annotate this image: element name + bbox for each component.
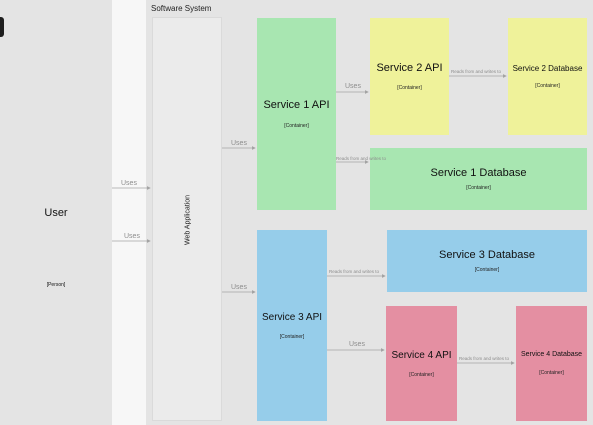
edge-label-s3-s4: Uses [349,341,365,348]
edge-label-s3-s3db: Reads from and writes to [329,269,380,274]
service1-api-sub: [Container] [284,122,309,129]
service2-api-container[interactable]: Service 2 API [Container] [370,18,449,135]
service4-api-title: Service 4 API [391,349,452,361]
service4-api-sub: [Container] [409,371,434,378]
service3-api-container[interactable]: Service 3 API [Container] [257,230,327,421]
toolbar-handle[interactable] [0,17,4,37]
service3-db-sub: [Container] [474,266,500,273]
service3-api-title: Service 3 API [261,311,323,323]
service1-api-title: Service 1 API [263,99,330,112]
service1-db-title: Service 1 Database [430,167,527,180]
service3-db-container[interactable]: Service 3 Database [Container] [387,230,587,292]
edge-label-web-s1: Uses [231,140,247,147]
service4-db-sub: [Container] [539,369,564,376]
edge-label-web-s3: Uses [231,284,247,291]
service2-db-container[interactable]: Service 2 Database [Container] [508,18,587,135]
service2-api-sub: [Container] [397,85,422,92]
service4-api-container[interactable]: Service 4 API [Container] [386,306,457,421]
edge-label-s1-s2: Uses [345,83,361,90]
service3-api-sub: [Container] [279,333,305,340]
edge-label-s2-s2db: Reads from and writes to [451,69,502,74]
edge-label-s1-s1db: Reads from and writes to [336,156,387,161]
service1-api-container[interactable]: Service 1 API [Container] [257,18,336,210]
service4-db-title: Service 4 Database [520,351,583,359]
service2-db-title: Service 2 Database [512,63,583,73]
service1-db-container[interactable]: Service 1 Database [Container] [370,148,587,210]
service2-api-title: Service 2 API [376,61,443,74]
service3-db-title: Service 3 Database [439,249,535,262]
service2-db-sub: [Container] [535,83,560,90]
edge-label-s4-s4db: Reads from and writes to [459,356,510,361]
web-application-container[interactable]: Web Application [152,17,222,421]
user-sub: [Person] [46,282,66,288]
boundary-strip [112,0,146,425]
edge-label-user-web-2: Uses [124,233,140,240]
service1-db-sub: [Container] [466,184,491,191]
edge-label-user-web-1: Uses [121,180,137,187]
service4-db-container[interactable]: Service 4 Database [Container] [516,306,587,421]
user-title: User [44,207,68,219]
software-system-label: Software System [151,4,212,13]
